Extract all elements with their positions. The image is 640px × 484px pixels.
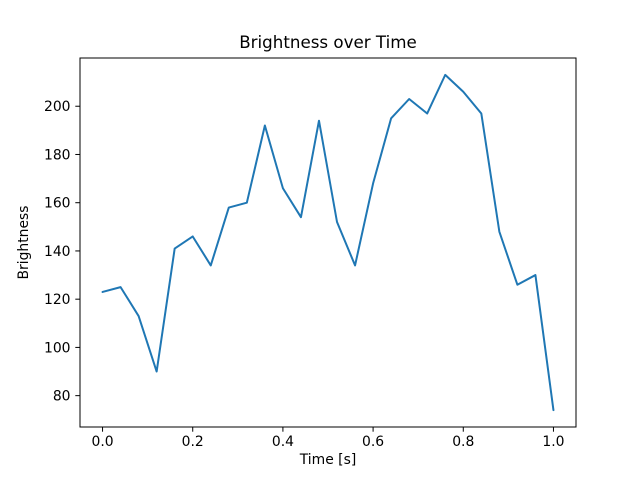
x-tick-label: 0.0 <box>91 434 113 450</box>
y-tick-label: 160 <box>44 196 71 212</box>
y-tick-label: 140 <box>44 244 71 260</box>
x-tick-label: 0.6 <box>362 434 384 450</box>
x-axis-label: Time [s] <box>299 452 357 468</box>
axes-frame <box>79 57 577 428</box>
y-tick-label: 200 <box>44 99 71 115</box>
y-tick-label: 80 <box>53 389 71 405</box>
x-axis: 0.0 0.2 0.4 0.6 0.8 1.0 <box>91 427 565 450</box>
y-axis: 80 100 120 140 160 180 200 <box>44 99 80 405</box>
chart-title: Brightness over Time <box>239 32 417 52</box>
x-tick-label: 0.8 <box>452 434 474 450</box>
x-tick-label: 0.4 <box>272 434 294 450</box>
y-axis-label: Brightness <box>16 206 32 280</box>
data-line <box>101 73 555 412</box>
y-tick-label: 120 <box>44 292 71 308</box>
y-tick-label: 100 <box>44 340 71 356</box>
y-tick-label: 180 <box>44 147 71 163</box>
x-tick-label: 0.2 <box>182 434 204 450</box>
x-tick-label: 1.0 <box>542 434 564 450</box>
